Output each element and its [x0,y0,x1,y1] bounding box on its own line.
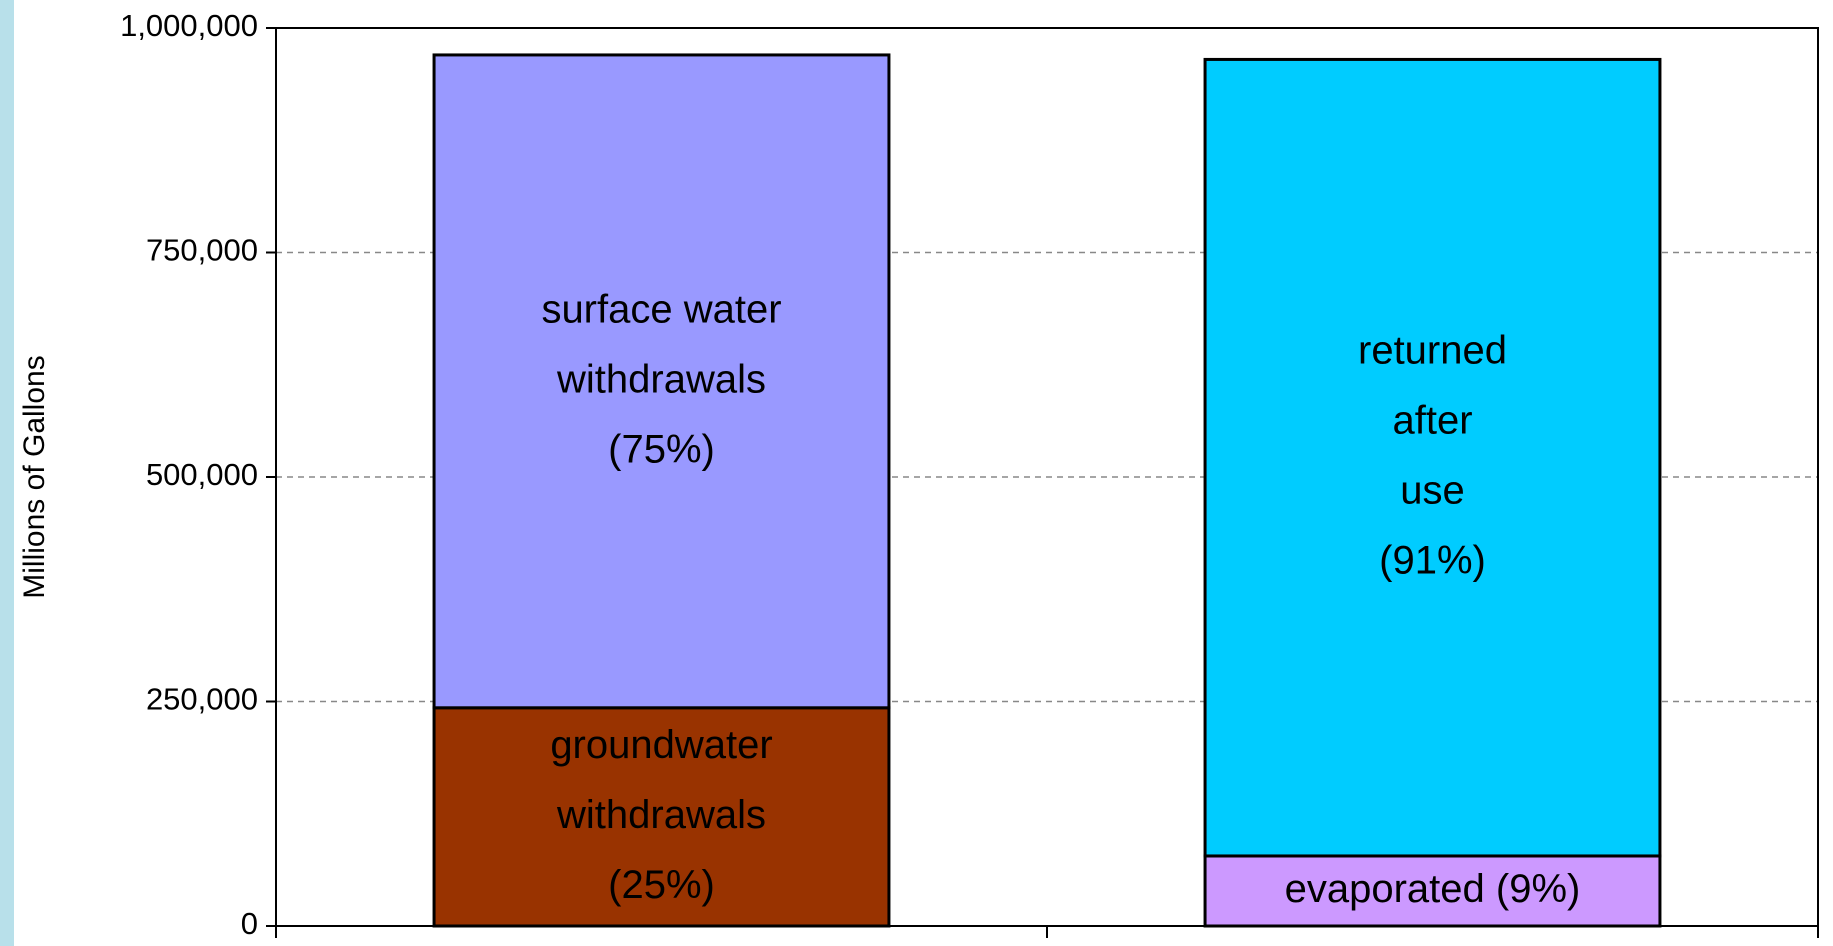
segment-label-line: (25%) [608,862,715,906]
segment-label-line: surface water [541,287,781,331]
segment-label: evaporated (9%) [1285,867,1581,911]
segment-label-line: (75%) [608,427,715,471]
y-tick-label: 750,000 [146,233,258,268]
segment-label: surface water withdrawals (75%) [541,287,781,471]
segment-label-line: groundwater [550,722,772,766]
y-tick-label: 0 [241,906,258,941]
bar-segment [1203,57,1662,858]
segment-label-line: withdrawals [556,357,766,401]
segment-label-line: returned [1358,328,1507,372]
bar-segment [432,53,891,710]
segment-label: returned after use (91%) [1358,328,1507,582]
y-tick-label: 250,000 [146,682,258,717]
segment-label-line: withdrawals [556,792,766,836]
segment-label: groundwater withdrawals (25%) [550,722,772,906]
segment-label-line: after [1392,398,1472,442]
segment-label-line: use [1400,468,1465,512]
plot-frame [276,27,1819,926]
y-tick-label: 1,000,000 [120,8,258,43]
y-tick-label: 500,000 [146,457,258,492]
side-strip [0,0,14,946]
segment-label-line: (91%) [1379,538,1486,582]
y-axis-label: Millions of Gallons [18,355,51,598]
segment-label-line: evaporated (9%) [1285,867,1581,911]
